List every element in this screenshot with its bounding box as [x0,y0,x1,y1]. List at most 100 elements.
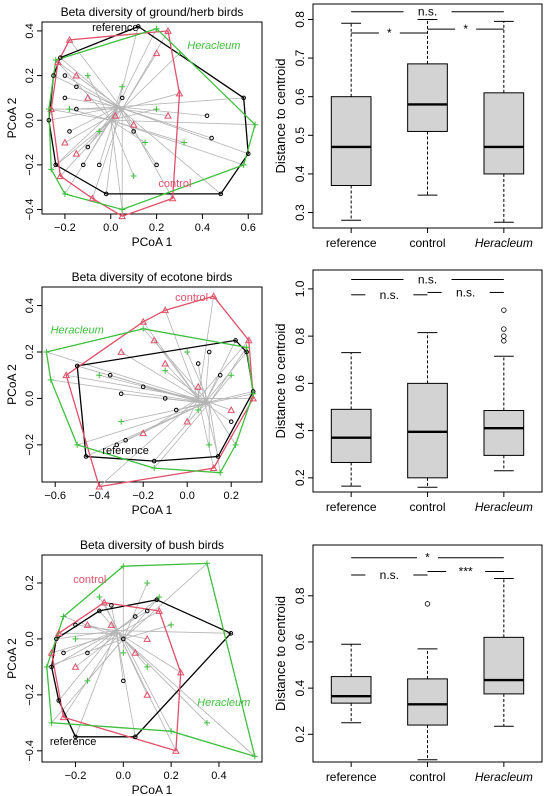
reference-point [51,73,56,78]
spoke-line [51,632,119,654]
y-tick-label: 0.0 [24,391,36,406]
spoke-line [153,402,210,469]
spoke-line [117,97,244,108]
bush-boxplot: 0.2 0.4 0.6 0.8 Distance to centroid referenc… [273,544,543,784]
reference-point [74,84,79,90]
heracleum-point [61,190,68,197]
heracleum-box [483,410,525,456]
spoke-line [123,638,148,668]
spoke-line [75,624,117,631]
heracleum-point [168,728,175,735]
spoke-line [120,351,199,399]
control-point [209,292,218,300]
reference-point [154,597,160,603]
ground-herb-pcoa-plot: Beta diversity of ground/herb birds −0.2 0… [5,5,263,249]
heracleum-point [43,663,50,670]
reference-point [119,95,125,101]
spoke-line [208,402,236,446]
significance-label: n.s. [418,272,437,286]
control-point [88,194,97,202]
y-tick-label: 1.0 [293,280,307,297]
reference-point [228,419,234,424]
reference-annotation: reference [50,736,96,748]
spoke-line [122,108,169,117]
y-tick-label: 0.2 [24,575,36,590]
spoke-line [110,374,205,404]
reference-point [121,678,126,684]
significance-label: n.s. [456,285,475,299]
spoke-line [164,310,199,399]
spoke-line [197,296,214,399]
control-point [155,606,164,614]
control-point [150,336,159,344]
reference-point [123,437,128,443]
spoke-line [121,108,134,125]
control-point [72,149,81,157]
spoke-line [142,328,210,404]
y-tick-label: 0.0 [24,113,36,128]
y-tick-label: 0.6 [293,375,307,392]
heracleum-point [232,441,239,448]
spoke-line [87,638,124,682]
control-point [161,359,170,367]
category-label: reference [326,500,377,514]
x-tick-label: −0.6 [44,490,66,502]
y-tick-label: −0.2 [24,154,36,176]
plot-frame [41,554,263,763]
control-annotation: control [175,292,208,304]
heracleum-outlier [501,333,507,339]
heracleum-point [228,372,235,379]
spoke-line [75,630,117,737]
heracleum-point [43,349,50,355]
reference-point [218,191,224,197]
x-tick-label: −0.4 [88,490,110,502]
spoke-line [123,563,208,640]
significance-label: * [463,22,468,36]
control-point [107,620,116,628]
reference-point [56,698,62,703]
heracleum-annotation: Heracleum [51,324,104,336]
y-axis-label: Distance to centroid [273,324,288,439]
y-tick-label: 0.4 [293,165,307,182]
heracleum-point [130,173,137,180]
category-label: Heracleum [475,770,533,784]
x-tick-label: 0.4 [195,222,210,234]
spoke-line [64,97,118,108]
reference-box [330,96,372,187]
plot-frame [41,286,263,483]
y-tick-label: 0.8 [293,11,307,28]
spoke-line [98,398,199,487]
reference-point [228,631,234,636]
y-tick-label: −0.2 [24,684,36,706]
heracleum-point [153,106,160,113]
spoke-line [197,402,210,411]
significance-label: * [387,26,392,40]
spoke-line [204,391,254,404]
reference-point [135,24,141,29]
reference-point [85,144,91,150]
heracleum-point [47,376,54,383]
control-point [83,93,92,101]
heracleum-point [251,753,258,760]
reference-point [132,614,138,619]
spoke-line [204,402,219,457]
y-tick-label: 0.2 [293,469,307,486]
reference-point [97,608,102,614]
control-point [47,648,56,656]
x-axis-label: PCoA 1 [132,235,173,249]
y-tick-label: 0.6 [293,88,307,105]
heracleum-box [483,92,525,175]
reference-point [73,734,78,740]
spoke-line [117,106,212,139]
reference-point [114,442,120,448]
spoke-line [110,86,123,121]
control-point [129,120,138,128]
reference-point [54,636,59,642]
spoke-line [76,75,123,110]
y-tick-label: 0.4 [293,679,307,696]
spoke-line [110,119,256,126]
spoke-line [69,106,118,132]
reference-point [74,106,79,112]
control-point [100,598,109,606]
heracleum-point [144,663,151,670]
